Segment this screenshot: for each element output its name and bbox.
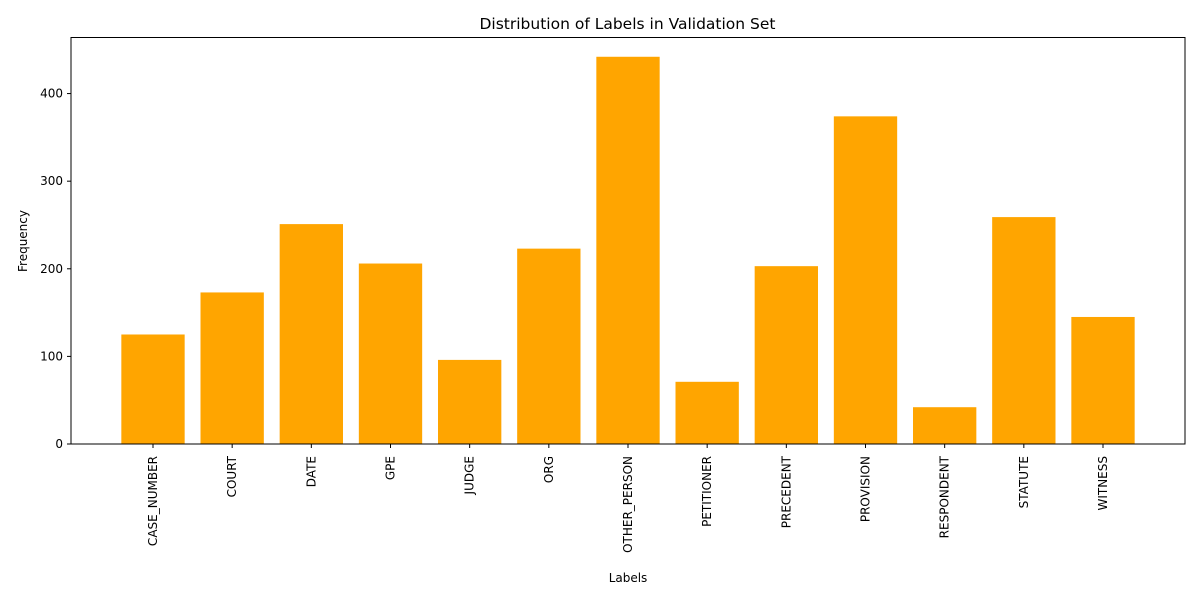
bar-respondent [913, 407, 977, 444]
y-tick-label: 100 [40, 349, 63, 363]
y-tick-label: 200 [40, 262, 63, 276]
y-tick-label: 400 [40, 87, 63, 101]
y-tick-label: 0 [55, 437, 63, 451]
bar-provision [833, 116, 898, 444]
x-tick-label: OTHER_PERSON [621, 456, 635, 553]
bar-case-number [121, 334, 185, 444]
y-tick-label: 300 [40, 174, 63, 188]
x-tick-label: COURT [225, 455, 239, 497]
y-axis: 0 100 200 300 400 [40, 87, 71, 451]
bar-petitioner [675, 381, 739, 444]
x-tick-label: PRECEDENT [779, 455, 793, 528]
bar-witness [1071, 316, 1135, 444]
x-tick-label: CASE_NUMBER [146, 456, 160, 546]
bar-precedent [754, 266, 818, 444]
bar-statute [992, 217, 1056, 444]
bar-other-person [596, 56, 660, 444]
x-tick-label: WITNESS [1096, 456, 1110, 511]
x-tick-label: JUDGE [463, 456, 477, 495]
x-tick-label: STATUTE [1017, 456, 1031, 508]
bars-group [121, 56, 1135, 444]
plot-frame [70, 37, 1186, 445]
x-tick-label: RESPONDENT [938, 455, 952, 538]
x-tick-label: ORG [542, 456, 556, 483]
chart-title: Distribution of Labels in Validation Set [479, 15, 775, 33]
x-tick-label: PETITIONER [700, 456, 714, 527]
x-axis: CASE_NUMBER COURT DATE GPE JUDGE ORG OTHER_PER… [146, 444, 1110, 553]
bar-org [517, 248, 581, 444]
bar-court [200, 292, 264, 444]
y-axis-label: Frequency [16, 210, 30, 272]
bar-judge [438, 359, 502, 444]
bar-date [279, 224, 343, 444]
x-axis-label: Labels [609, 571, 648, 585]
x-tick-label: DATE [304, 456, 318, 487]
x-tick-label: GPE [384, 456, 398, 480]
x-tick-label: PROVISION [859, 456, 873, 522]
bar-gpe [358, 263, 423, 444]
